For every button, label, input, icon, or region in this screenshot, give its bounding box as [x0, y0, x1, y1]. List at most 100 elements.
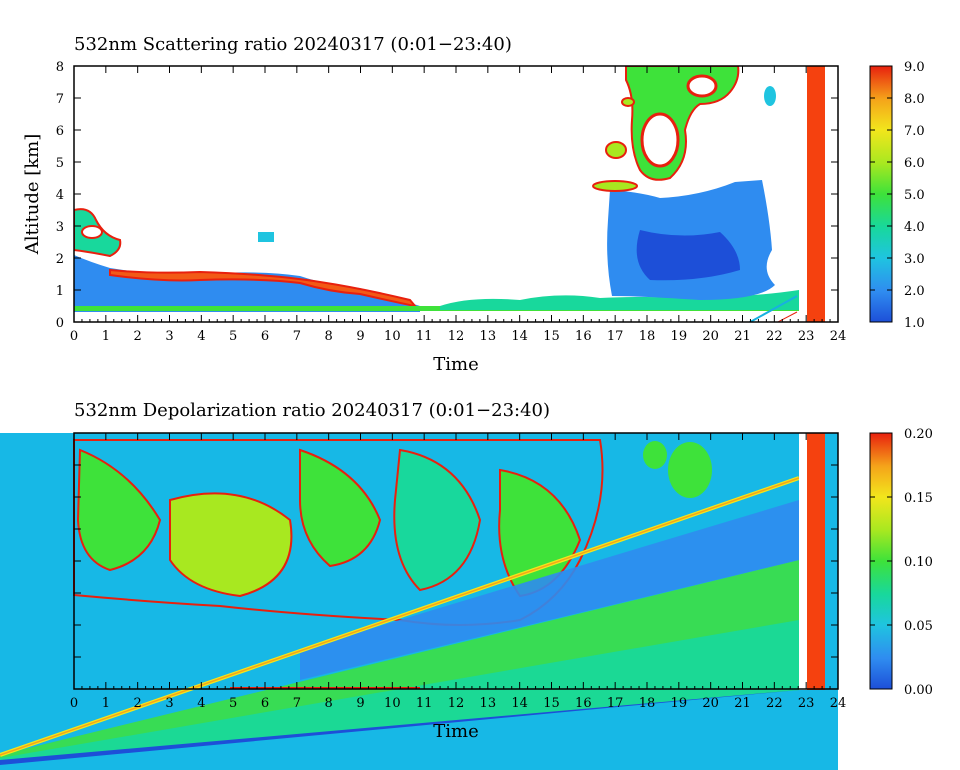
x-tick-label: 0: [70, 696, 78, 711]
x-tick-label: 11: [416, 696, 433, 711]
fan-band-blue: [0, 690, 799, 765]
x-tick-label: 1: [102, 329, 110, 344]
colorbar-ticks-scattering: 1.0 2.0 3.0 4.0 5.0 6.0 7.0 8.0 9.0: [870, 60, 925, 331]
y-tick-label: 2: [56, 252, 64, 267]
x-tick-label: 14: [511, 696, 528, 711]
blank-strip: [799, 433, 807, 690]
x-tick-label: 23: [798, 696, 815, 711]
axis-ticks-depolarization: 0 1 2 3 4 5 6 7 8 9 10 11 12 13 14 15 16 17 18 19 20 21 22 23 24: [70, 432, 847, 711]
right-cloud-green-2: [643, 441, 667, 469]
x-tick-label: 6: [261, 696, 269, 711]
x-tick-label: 3: [165, 329, 173, 344]
y-tick-label: 6: [56, 124, 64, 139]
colorbar-tick-label: 7.0: [904, 124, 925, 139]
y-tick-label: 3: [56, 220, 64, 235]
x-tick-label: 4: [197, 696, 205, 711]
x-tick-label: 7: [293, 696, 301, 711]
artifact-line: [748, 295, 798, 322]
x-tick-label: 12: [448, 329, 465, 344]
x-tick-label: 22: [766, 329, 783, 344]
colorbar-tick-label: 6.0: [904, 156, 925, 171]
x-tick-label: 20: [702, 696, 719, 711]
x-tick-label: 21: [734, 329, 751, 344]
x-tick-label: 16: [575, 696, 592, 711]
chart-title-scattering: 532nm Scattering ratio 20240317 (0:01−23…: [74, 34, 512, 55]
x-tick-label: 19: [671, 696, 688, 711]
colorbar-tick-label: 5.0: [904, 188, 925, 203]
cloud-streak-1: [592, 180, 638, 192]
cloud-streak-3: [621, 97, 635, 107]
y-tick-label: 7: [56, 92, 64, 107]
colorbar-tick-label: 0.00: [904, 683, 933, 698]
x-tick-label: 13: [480, 696, 497, 711]
early-cloud-white: [81, 225, 103, 239]
mid-level-cloud-inner: [636, 230, 740, 281]
x-tick-label: 23: [798, 329, 815, 344]
x-tick-label: 5: [229, 696, 237, 711]
upper-cloud-core: [640, 112, 680, 168]
colorbar-ticks-depolarization: 0.00 0.05 0.10 0.15 0.20: [870, 427, 933, 698]
x-tick-label: 17: [607, 696, 624, 711]
x-tick-label: 24: [830, 696, 847, 711]
x-tick-label: 15: [543, 329, 560, 344]
x-tick-label: 2: [134, 329, 142, 344]
colorbar-tick-label: 0.05: [904, 619, 933, 634]
cloud-streak-4: [764, 86, 776, 106]
y-tick-label: 8: [56, 60, 64, 75]
y-tick-label: 0: [56, 316, 64, 331]
x-tick-label: 10: [384, 329, 401, 344]
x-tick-label: 7: [293, 329, 301, 344]
x-tick-label: 9: [356, 696, 364, 711]
plot-area-scattering: [74, 66, 838, 322]
x-tick-label: 20: [702, 329, 719, 344]
x-axis-label-depolarization: Time: [433, 721, 478, 742]
x-tick-label: 18: [639, 696, 656, 711]
colorbar-tick-label: 4.0: [904, 220, 925, 235]
upper-cloud-top: [686, 74, 718, 98]
missing-data-bar: [807, 66, 825, 322]
x-tick-label: 17: [607, 329, 624, 344]
colorbar-tick-label: 0.10: [904, 555, 933, 570]
x-tick-label: 9: [356, 329, 364, 344]
x-tick-label: 12: [448, 696, 465, 711]
artifact-line-orange: [0, 477, 800, 756]
low-cloud-core: [109, 268, 418, 308]
x-tick-label: 1: [102, 696, 110, 711]
x-tick-label: 6: [261, 329, 269, 344]
low-cloud-right: [440, 290, 799, 310]
cloud-streak-2: [605, 141, 627, 159]
x-tick-label: 8: [325, 329, 333, 344]
noisy-blob-4: [393, 448, 482, 592]
x-tick-label: 8: [325, 696, 333, 711]
x-tick-label: 15: [543, 696, 560, 711]
right-cloud-green: [668, 442, 712, 498]
low-cloud-layer: [74, 255, 420, 312]
fan-band-green: [0, 560, 799, 760]
noisy-blob-2: [169, 492, 293, 598]
surface-band: [74, 306, 799, 311]
x-tick-label: 22: [766, 696, 783, 711]
x-tick-label: 18: [639, 329, 656, 344]
x-tick-label: 4: [197, 329, 205, 344]
colorbar-tick-label: 9.0: [904, 60, 925, 75]
x-tick-label: 2: [134, 696, 142, 711]
x-tick-label: 24: [830, 329, 847, 344]
x-tick-label: 16: [575, 329, 592, 344]
y-tick-label: 4: [56, 188, 64, 203]
x-tick-label: 5: [229, 329, 237, 344]
x-tick-label: 0: [70, 329, 78, 344]
noisy-blob-3: [299, 448, 382, 568]
axis-ticks-scattering: 0 1 2 3 4 5 6 7 8 9 10 11 12 13 14 15 16 17 18 19 20 21 22 23 24…: [56, 60, 847, 344]
x-tick-label: 21: [734, 696, 751, 711]
x-tick-label: 14: [511, 329, 528, 344]
colorbar-tick-label: 2.0: [904, 284, 925, 299]
x-tick-label: 13: [480, 329, 497, 344]
colorbar-tick-label: 3.0: [904, 252, 925, 267]
y-axis-label-scattering: Altitude [km]: [22, 134, 43, 256]
fan-band-upper-blue: [300, 500, 799, 680]
small-cloud-6h: [258, 232, 274, 242]
x-axis-label-scattering: Time: [433, 354, 478, 375]
colorbar-tick-label: 8.0: [904, 92, 925, 107]
x-tick-label: 11: [416, 329, 433, 344]
